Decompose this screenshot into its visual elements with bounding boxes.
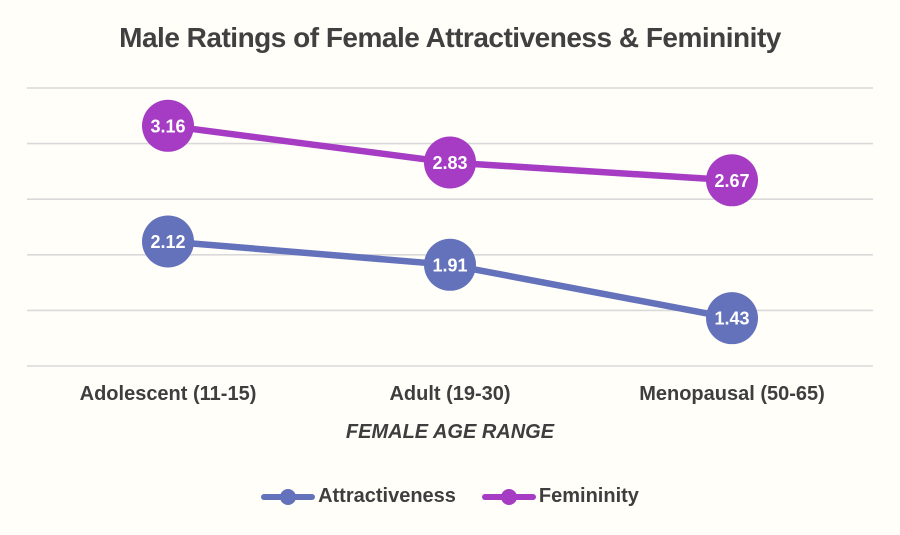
data-label: 2.67 <box>714 171 749 191</box>
legend-label: Attractiveness <box>318 485 456 507</box>
data-label: 2.83 <box>432 153 467 173</box>
data-point-femininity <box>706 154 758 207</box>
legend-line-marker-icon <box>261 488 316 505</box>
data-point-attractiveness <box>424 238 476 291</box>
x-tick-label-adult: Adult (19-30) <box>389 383 511 405</box>
data-point-attractiveness <box>706 292 758 345</box>
legend-dot-icon <box>280 488 297 505</box>
legend-label: Femininity <box>538 485 639 507</box>
legend-line-marker-icon <box>481 488 536 505</box>
data-point-femininity <box>142 99 194 152</box>
legend: Attractiveness Femininity <box>0 485 900 508</box>
legend-item-femininity: Femininity <box>481 485 639 508</box>
chart-title: Male Ratings of Female Attractiveness & … <box>119 22 781 53</box>
data-label: 1.91 <box>432 255 467 275</box>
x-tick-label-adolescent: Adolescent (11-15) <box>79 383 257 405</box>
legend-item-attractiveness: Attractiveness <box>261 485 456 508</box>
data-label: 1.43 <box>714 309 749 329</box>
legend-dot-icon <box>500 488 517 505</box>
plot-area: 2.12 1.91 1.43 3.16 2.83 2.67 <box>27 87 873 367</box>
data-label: 3.16 <box>150 116 185 136</box>
data-point-femininity <box>424 136 476 189</box>
data-label: 2.12 <box>150 232 185 252</box>
x-axis-title: FEMALE AGE RANGE <box>345 421 555 443</box>
x-tick-label-menopausal: Menopausal (50-65) <box>639 383 825 405</box>
data-point-attractiveness <box>142 215 194 268</box>
